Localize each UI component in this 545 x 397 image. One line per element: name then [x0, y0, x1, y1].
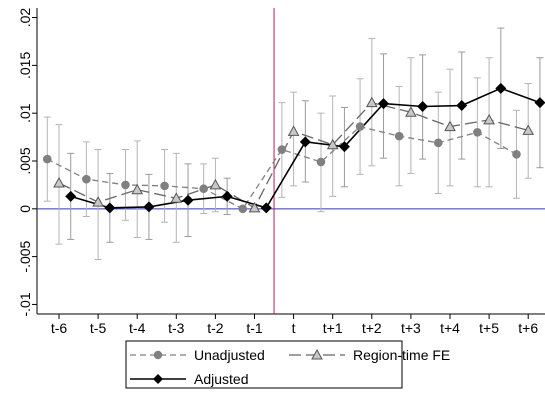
- x-tick-label: t+4: [440, 320, 460, 336]
- data-point-region-time-fe: [92, 196, 104, 207]
- x-tick-label: t-6: [51, 320, 68, 336]
- x-tick-label: t-5: [90, 320, 107, 336]
- data-point-unadjusted: [355, 122, 365, 131]
- data-point-unadjusted: [277, 145, 287, 154]
- data-point-unadjusted: [433, 138, 443, 148]
- series-markers: [42, 82, 545, 214]
- data-point-adjusted: [260, 202, 272, 214]
- data-point-adjusted: [534, 97, 545, 109]
- data-point-adjusted: [143, 201, 155, 213]
- y-tick-label: -.01: [17, 292, 33, 316]
- data-point-unadjusted: [42, 154, 52, 164]
- data-point-adjusted: [182, 194, 194, 206]
- data-point-region-time-fe: [287, 125, 300, 136]
- data-point-region-time-fe: [53, 176, 65, 188]
- legend-entry-adjusted: Adjusted: [130, 371, 248, 387]
- x-tick-label: t+5: [479, 320, 499, 336]
- reference-lines: [37, 8, 545, 314]
- y-tick-label: .01: [17, 103, 33, 123]
- y-tick-label: -.005: [17, 240, 33, 272]
- data-point-unadjusted: [512, 150, 521, 159]
- data-point-region-time-fe: [483, 113, 495, 125]
- data-point-region-time-fe: [131, 183, 144, 195]
- data-point-unadjusted: [394, 131, 404, 141]
- data-point-unadjusted: [316, 157, 326, 167]
- x-tick-label: t+1: [323, 320, 343, 336]
- x-tick-label: t-4: [129, 320, 146, 336]
- data-point-adjusted: [456, 100, 468, 112]
- legend-label-adjusted: Adjusted: [194, 371, 248, 387]
- data-point-adjusted: [299, 136, 311, 148]
- legend-marker-region-time-fe: [311, 348, 323, 360]
- legend-entry-unadjusted: Unadjusted: [130, 347, 265, 363]
- legend-label-unadjusted: Unadjusted: [194, 347, 265, 363]
- data-point-region-time-fe: [444, 120, 456, 132]
- x-tick-label: t-3: [168, 320, 185, 336]
- y-tick-label: .02: [17, 8, 33, 28]
- data-point-adjusted: [65, 190, 77, 202]
- data-point-adjusted: [221, 190, 233, 202]
- y-tick-label: 0: [17, 205, 33, 213]
- x-tick-label: t-1: [246, 320, 263, 336]
- data-point-unadjusted: [121, 180, 130, 190]
- legend-box: [125, 340, 403, 389]
- data-point-adjusted: [378, 98, 390, 110]
- x-tick-label: t-2: [207, 320, 224, 336]
- x-tick-label: t+2: [362, 320, 382, 336]
- data-point-unadjusted: [160, 181, 169, 191]
- data-point-adjusted: [495, 82, 507, 94]
- x-tick-label: t+3: [401, 320, 421, 336]
- confidence-intervals: [43, 27, 544, 260]
- legend-label-region-time-fe: Region-time FE: [353, 347, 450, 363]
- data-point-unadjusted: [473, 128, 482, 137]
- legend: Unadjusted Region-time FE Adjusted: [125, 340, 450, 389]
- y-tick-label: .015: [17, 52, 33, 79]
- data-point-unadjusted: [238, 204, 248, 214]
- data-point-region-time-fe: [209, 178, 222, 190]
- legend-entry-region-time-fe: Region-time FE: [289, 347, 450, 363]
- data-point-region-time-fe: [365, 96, 378, 108]
- y-tick-label: .005: [17, 147, 33, 174]
- data-point-region-time-fe: [248, 201, 261, 213]
- legend-marker-adjusted: [153, 374, 163, 384]
- x-tick-label: t: [292, 320, 296, 336]
- axes-layer: -.01 -.005 0 .005 .01 .015 .02 t-6 t-5 t-4 t-3 t-2 t…: [17, 8, 545, 336]
- data-point-region-time-fe: [170, 192, 183, 203]
- data-point-adjusted: [104, 202, 116, 214]
- data-point-region-time-fe: [405, 106, 417, 117]
- data-point-region-time-fe: [522, 124, 535, 135]
- data-point-adjusted: [417, 100, 429, 112]
- data-point-unadjusted: [82, 174, 91, 184]
- legend-marker-unadjusted: [153, 350, 163, 360]
- data-point-region-time-fe: [326, 138, 339, 150]
- data-point-unadjusted: [199, 184, 208, 194]
- x-tick-label: t+6: [518, 320, 538, 336]
- data-point-adjusted: [338, 141, 350, 153]
